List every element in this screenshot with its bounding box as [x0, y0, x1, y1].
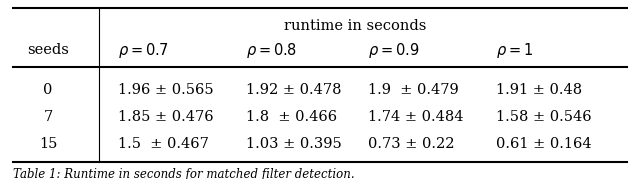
- Text: 1.91 ± 0.48: 1.91 ± 0.48: [496, 83, 582, 97]
- Text: seeds: seeds: [27, 43, 69, 57]
- Text: $\rho = 1$: $\rho = 1$: [496, 41, 533, 60]
- Text: 1.03 ± 0.395: 1.03 ± 0.395: [246, 137, 342, 151]
- Text: 0.61 ± 0.164: 0.61 ± 0.164: [496, 137, 591, 151]
- Text: 1.58 ± 0.546: 1.58 ± 0.546: [496, 110, 591, 124]
- Text: Table 1: Runtime in seconds for matched filter detection.: Table 1: Runtime in seconds for matched …: [13, 168, 355, 179]
- Text: 1.8  ± 0.466: 1.8 ± 0.466: [246, 110, 337, 124]
- Text: 0.73 ± 0.22: 0.73 ± 0.22: [368, 137, 454, 151]
- Text: 0: 0: [44, 83, 52, 97]
- Text: $\rho = 0.7$: $\rho = 0.7$: [118, 41, 168, 60]
- Text: 7: 7: [44, 110, 52, 124]
- Text: 1.96 ± 0.565: 1.96 ± 0.565: [118, 83, 214, 97]
- Text: $\rho = 0.8$: $\rho = 0.8$: [246, 41, 298, 60]
- Text: 1.85 ± 0.476: 1.85 ± 0.476: [118, 110, 214, 124]
- Text: runtime in seconds: runtime in seconds: [284, 19, 426, 33]
- Text: 1.9  ± 0.479: 1.9 ± 0.479: [368, 83, 459, 97]
- Text: 1.74 ± 0.484: 1.74 ± 0.484: [368, 110, 463, 124]
- Text: 15: 15: [39, 137, 57, 151]
- Text: 1.5  ± 0.467: 1.5 ± 0.467: [118, 137, 209, 151]
- Text: 1.92 ± 0.478: 1.92 ± 0.478: [246, 83, 342, 97]
- Text: $\rho = 0.9$: $\rho = 0.9$: [368, 41, 419, 60]
